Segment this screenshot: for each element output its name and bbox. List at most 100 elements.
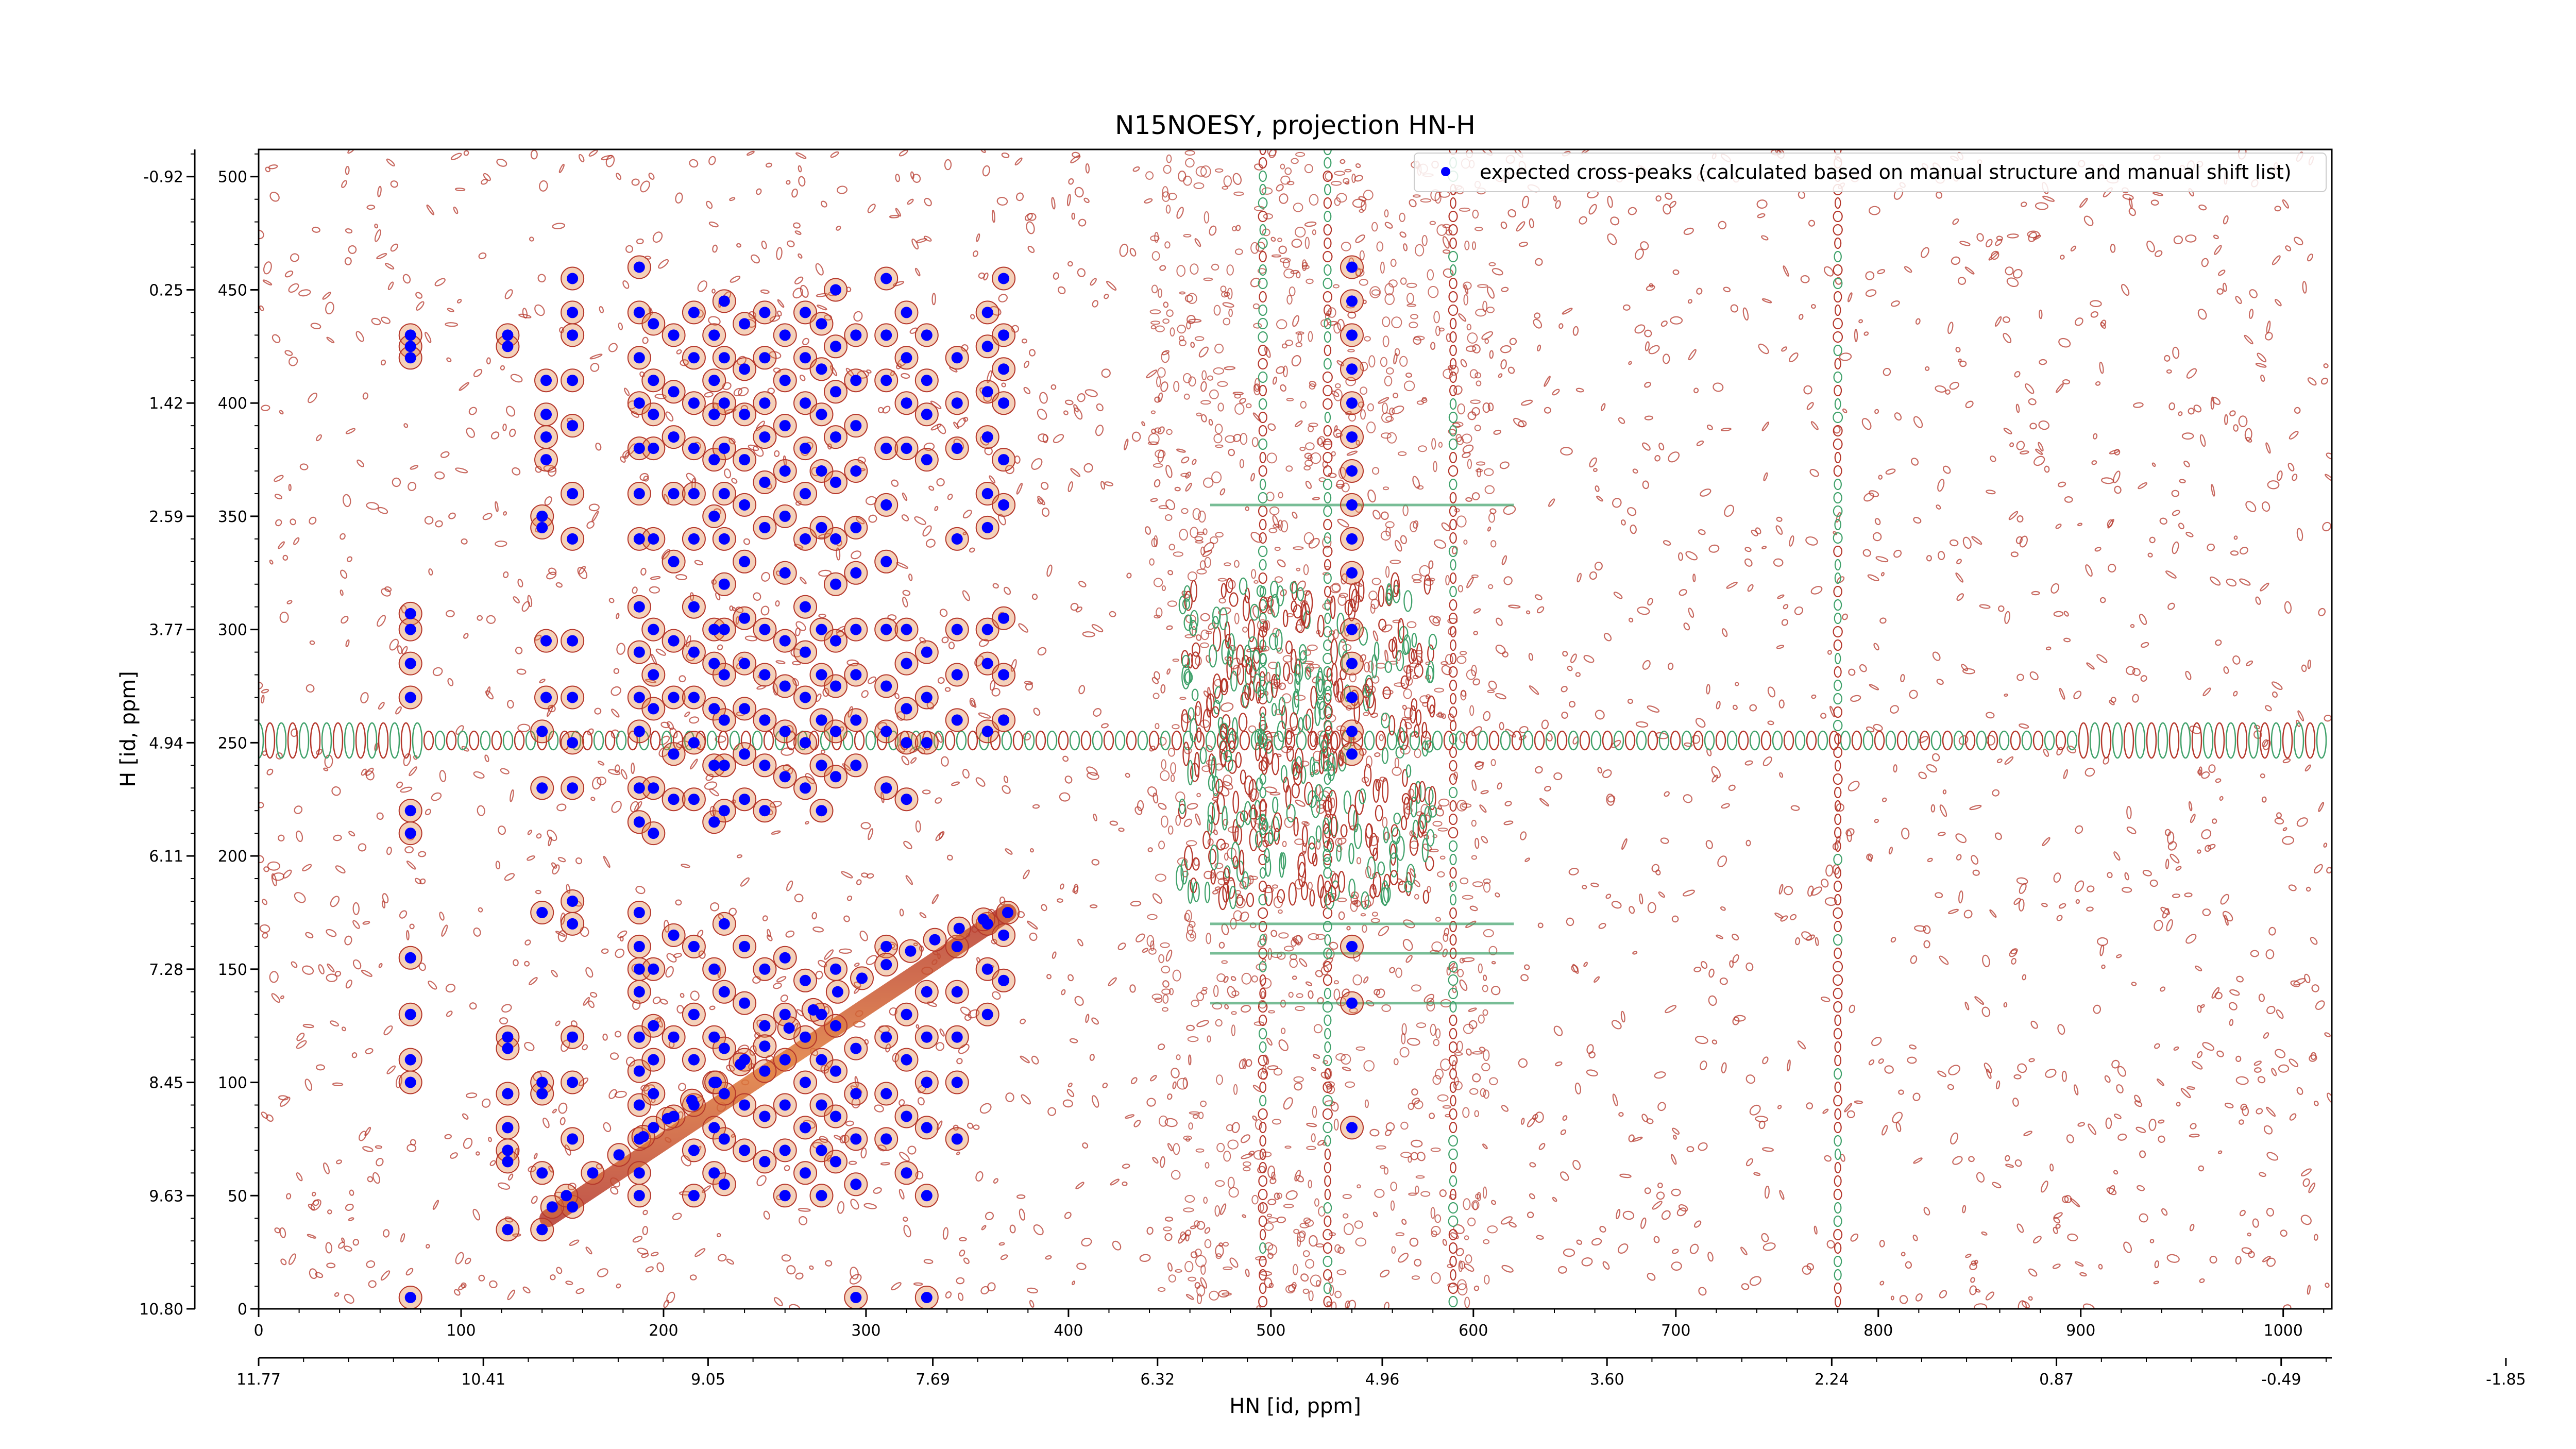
noise-contour — [1264, 1277, 1273, 1288]
noise-contour — [1923, 925, 1931, 934]
noise-contour — [1475, 837, 1480, 849]
noise-contour — [1150, 325, 1156, 330]
cluster-contour — [1202, 709, 1211, 732]
cluster-contour — [1219, 723, 1228, 740]
noise-contour — [1154, 479, 1161, 487]
noise-contour — [913, 942, 918, 947]
noise-contour — [271, 993, 281, 1003]
noise-contour — [1698, 529, 1706, 535]
cluster-contour — [1181, 709, 1189, 732]
noise-contour — [1463, 1023, 1474, 1034]
noise-contour — [1067, 974, 1074, 982]
artifact-contour — [1258, 800, 1267, 812]
artifact-contour — [1449, 371, 1457, 383]
noise-contour — [652, 996, 661, 1004]
noise-contour — [1758, 343, 1769, 355]
noise-contour — [1085, 163, 1090, 174]
noise-contour — [1280, 163, 1285, 170]
artifact-contour — [1834, 559, 1841, 571]
noise-contour — [2235, 1076, 2249, 1085]
artifact-contour — [1258, 840, 1268, 852]
noise-contour — [1385, 566, 1390, 578]
noise-contour — [2309, 1054, 2317, 1062]
noise-contour — [1534, 594, 1543, 600]
noise-contour — [1483, 878, 1491, 884]
noise-contour — [366, 1260, 376, 1268]
cluster-contour — [1365, 823, 1374, 839]
noise-contour — [1215, 532, 1224, 538]
noise-contour — [2229, 1019, 2234, 1026]
noise-contour — [2053, 1226, 2058, 1234]
noise-contour — [1951, 256, 1961, 265]
cross-peak-point — [540, 409, 552, 420]
noise-contour — [1029, 932, 1038, 941]
artifact-contour — [1522, 730, 1534, 751]
noise-contour — [690, 990, 700, 1001]
noise-contour — [632, 586, 638, 594]
noise-contour — [1395, 967, 1402, 978]
noise-contour — [1372, 467, 1380, 475]
noise-contour — [1347, 349, 1355, 352]
noise-contour — [1968, 1156, 1975, 1162]
artifact-contour — [1258, 157, 1267, 169]
noise-contour — [798, 165, 802, 173]
noise-contour — [923, 1259, 934, 1264]
noise-contour — [1446, 333, 1451, 342]
noise-contour — [352, 1239, 360, 1246]
noise-contour — [1814, 1225, 1818, 1235]
noise-contour — [588, 1000, 595, 1008]
cross-peak-point — [688, 1008, 700, 1020]
noise-contour — [1201, 370, 1207, 381]
cross-peak-point — [688, 533, 700, 545]
cross-peak-point — [708, 1122, 720, 1134]
noise-contour — [2167, 602, 2175, 610]
noise-contour — [1350, 900, 1358, 912]
noise-contour — [1064, 399, 1074, 406]
noise-contour — [1949, 539, 1959, 547]
noise-contour — [1032, 804, 1040, 809]
noise-contour — [1764, 1186, 1770, 1199]
noise-contour — [348, 1217, 354, 1221]
noise-contour — [1717, 855, 1727, 867]
artifact-contour — [1834, 237, 1842, 249]
noise-contour — [2028, 1058, 2035, 1063]
noise-contour — [1986, 712, 1995, 719]
noise-contour — [2210, 396, 2215, 410]
noise-contour — [515, 647, 523, 654]
noise-contour — [1428, 849, 1439, 853]
noise-contour — [1162, 994, 1169, 1004]
noise-contour — [1868, 1059, 1875, 1066]
artifact-contour — [1833, 934, 1843, 946]
noise-contour — [1383, 1302, 1389, 1309]
noise-contour — [2211, 484, 2215, 497]
noise-contour — [1218, 598, 1226, 604]
noise-contour — [1234, 403, 1245, 415]
noise-contour — [676, 349, 682, 355]
noise-contour — [1190, 263, 1199, 275]
noise-contour — [279, 1227, 286, 1238]
noise-contour — [378, 701, 385, 710]
noise-contour — [603, 1122, 612, 1133]
noise-contour — [2212, 818, 2217, 824]
noise-contour — [1577, 572, 1582, 583]
noise-contour — [1159, 1115, 1168, 1127]
noise-contour — [1440, 661, 1448, 665]
cluster-contour — [1239, 577, 1248, 595]
cluster-contour — [1238, 713, 1248, 732]
noise-contour — [1075, 1182, 1084, 1189]
cross-peak-point — [567, 307, 579, 318]
noise-contour — [1217, 402, 1224, 412]
noise-contour — [1215, 1180, 1225, 1187]
noise-contour — [1406, 621, 1417, 629]
noise-contour — [495, 861, 501, 870]
noise-contour — [296, 1040, 307, 1049]
noise-contour — [296, 1033, 305, 1041]
noise-contour — [439, 770, 447, 782]
noise-contour — [880, 791, 885, 803]
noise-contour — [953, 422, 959, 429]
noise-contour — [1240, 877, 1251, 887]
noise-contour — [2105, 1117, 2112, 1129]
noise-contour — [815, 263, 824, 276]
cluster-contour — [1228, 633, 1235, 657]
noise-contour — [791, 188, 798, 198]
